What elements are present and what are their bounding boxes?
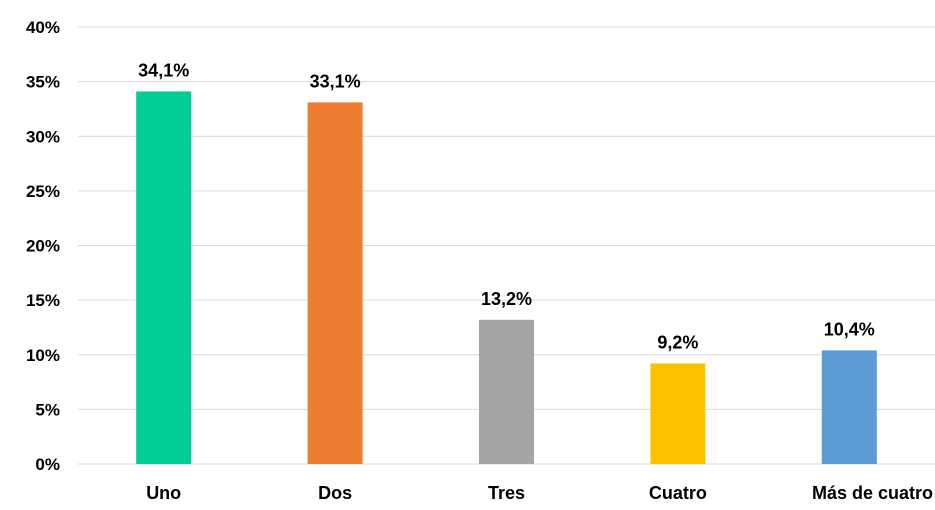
gridlines	[78, 26, 935, 465]
bar	[821, 350, 877, 464]
y-tick-label: 25%	[26, 182, 60, 201]
x-tick-label: Más de cuatro	[812, 483, 933, 503]
y-tick-label: 30%	[26, 127, 60, 146]
x-axis-tick-labels: Uno Dos Tres Cuatro Más de cuatro	[146, 483, 933, 503]
y-tick-label: 20%	[26, 237, 60, 256]
data-label: 10,4%	[824, 319, 875, 339]
data-label: 13,2%	[481, 289, 532, 309]
y-tick-label: 5%	[35, 400, 60, 419]
bar	[479, 319, 534, 464]
bar	[136, 91, 192, 465]
y-tick-label: 10%	[26, 346, 60, 365]
data-label: 34,1%	[138, 60, 189, 80]
data-label: 9,2%	[657, 332, 698, 352]
bars	[136, 91, 877, 465]
x-tick-label: Uno	[146, 483, 181, 503]
x-tick-label: Dos	[318, 483, 352, 503]
x-tick-label: Tres	[488, 483, 525, 503]
y-axis-tick-labels: 0% 5% 10% 15% 20% 25% 30% 35% 40%	[26, 18, 60, 474]
y-tick-label: 35%	[26, 73, 60, 92]
y-tick-label: 15%	[26, 291, 60, 310]
bar	[307, 102, 363, 464]
y-tick-label: 0%	[35, 455, 60, 474]
bar	[650, 363, 706, 464]
data-label: 33,1%	[310, 71, 361, 91]
data-labels: 34,1% 33,1% 13,2% 9,2% 10,4%	[138, 60, 875, 352]
y-tick-label: 40%	[26, 18, 60, 37]
x-tick-label: Cuatro	[649, 483, 707, 503]
